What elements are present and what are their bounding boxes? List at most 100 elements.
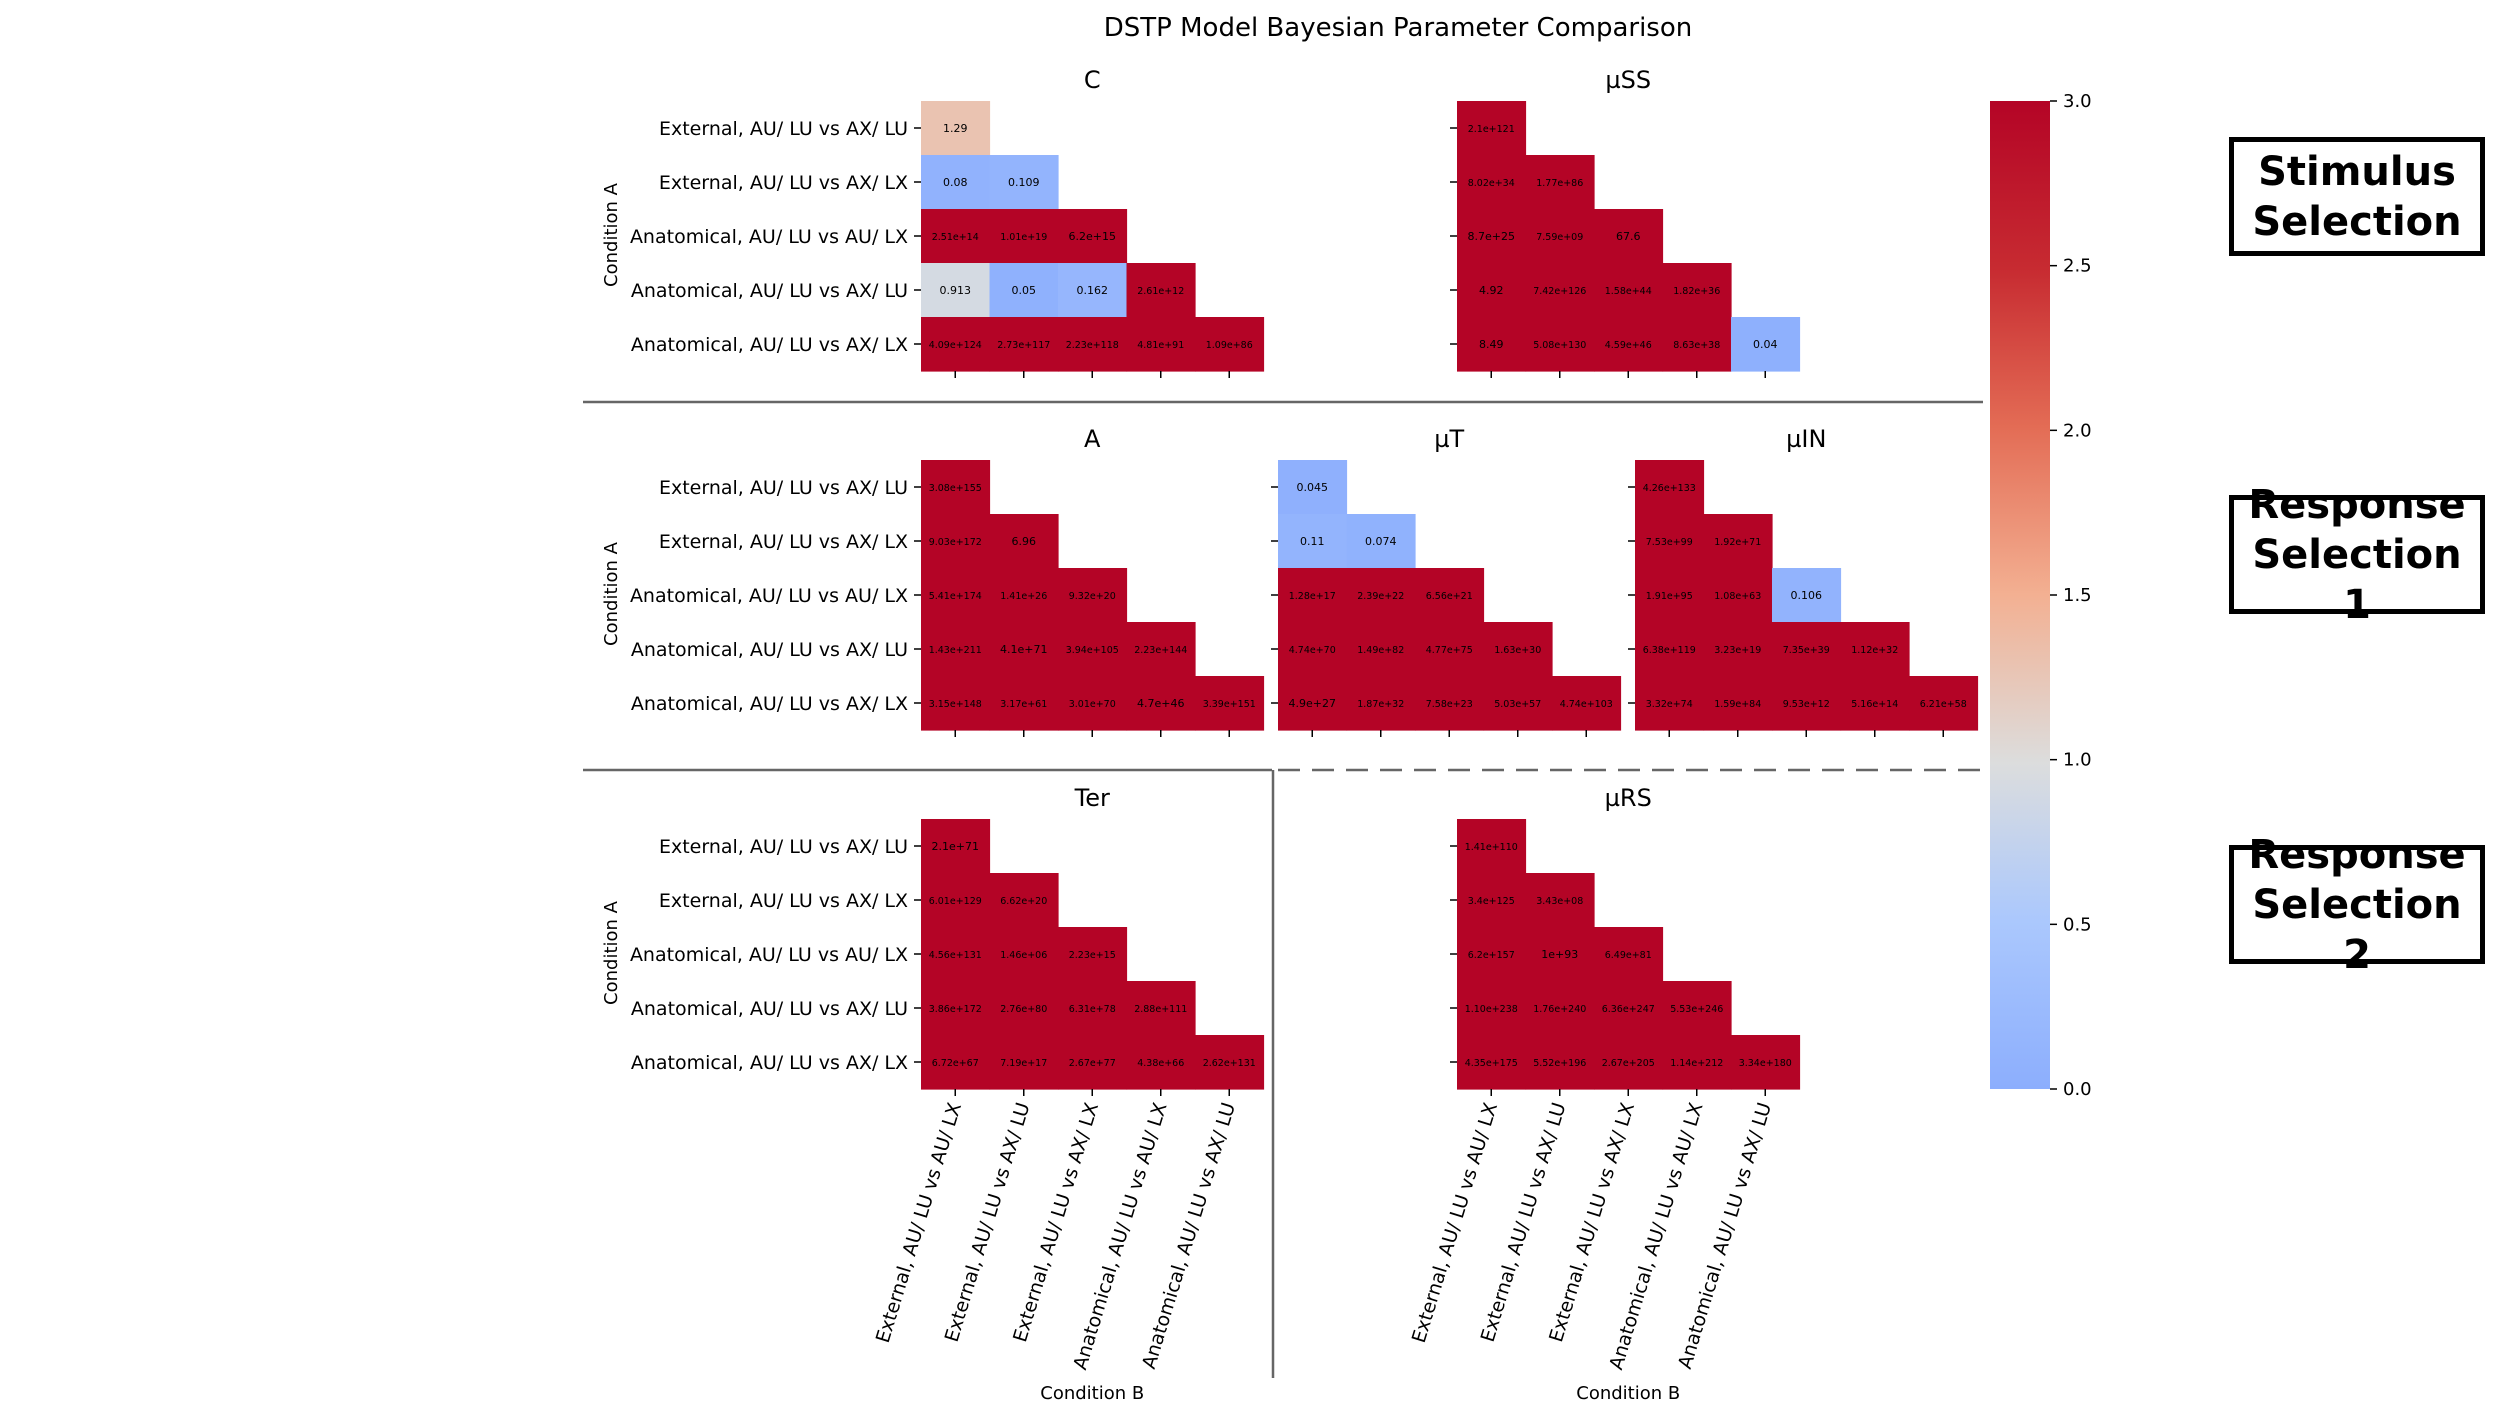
heatmap-cell — [1703, 622, 1773, 677]
heatmap-cell — [1552, 676, 1622, 731]
cell-value-label: 6.38e+119 — [1643, 645, 1696, 656]
cell-value-label: 4.7e+46 — [1137, 697, 1184, 710]
heatmap-cell — [1635, 460, 1705, 515]
heatmap-panel-3: A 3.08e+155 9.03e+172 6.96 5.41e+174 1.41e+26… — [601, 425, 1265, 737]
row-label: Anatomical, AU/ LU vs AX/ LX — [631, 693, 908, 715]
cell-value-label: 9.32e+20 — [1069, 591, 1116, 602]
section-label-response-selection-2: Response Selection 2 — [2229, 832, 2485, 978]
cell-value-label: 1.01e+19 — [1000, 232, 1047, 243]
x-axis-label: Condition B — [1576, 1383, 1680, 1404]
cell-value-label: 3.01e+70 — [1069, 699, 1116, 710]
heatmap-cell — [1662, 981, 1732, 1036]
heatmap-cell — [1278, 514, 1348, 569]
cell-value-label: 1.09e+86 — [1206, 340, 1253, 351]
heatmap-cell — [921, 1035, 991, 1090]
heatmap-cell — [1703, 676, 1773, 731]
cell-value-label: 8.49 — [1479, 338, 1504, 351]
cell-value-label: 8.7e+25 — [1468, 230, 1515, 243]
heatmap-panel-5: µIN 4.26e+133 7.53e+99 1.92e+71 1.91e+95 1.08… — [1628, 425, 1979, 737]
cell-value-label: 1.12e+32 — [1851, 645, 1898, 656]
heatmap-cell — [989, 263, 1059, 318]
cell-value-label: 6.72e+67 — [932, 1058, 979, 1069]
heatmap-cell — [989, 568, 1059, 623]
row-label: Anatomical, AU/ LU vs AX/ LU — [631, 998, 908, 1020]
cell-value-label: 4.26e+133 — [1643, 483, 1696, 494]
y-axis-label: Condition A — [601, 541, 622, 646]
heatmap-cell — [921, 155, 991, 210]
heatmap-cell — [1457, 927, 1527, 982]
section-label-stimulus-selection: Stimulus Selection — [2229, 137, 2485, 256]
heatmap-cell — [1731, 317, 1801, 372]
cell-value-label: 5.41e+174 — [929, 591, 982, 602]
cell-value-label: 1.91e+95 — [1646, 591, 1693, 602]
cell-value-label: 1.08e+63 — [1714, 591, 1761, 602]
cell-value-label: 3.15e+148 — [929, 699, 982, 710]
cell-value-label: 2.23e+118 — [1066, 340, 1119, 351]
colorbar-tick-label: 2.0 — [2063, 420, 2092, 441]
cell-value-label: 1.41e+26 — [1000, 591, 1047, 602]
row-label: External, AU/ LU vs AX/ LU — [659, 836, 908, 858]
heatmap-cell — [921, 317, 991, 372]
panel-title: C — [1084, 66, 1101, 94]
cell-value-label: 2.39e+22 — [1357, 591, 1404, 602]
heatmap-cell — [1772, 622, 1842, 677]
cell-value-label: 0.074 — [1365, 535, 1397, 548]
section-label-response-selection-1: Response Selection 1 — [2229, 482, 2485, 628]
heatmap-cell — [1483, 622, 1553, 677]
row-label: Anatomical, AU/ LU vs AX/ LX — [631, 1052, 908, 1074]
panel-title: µRS — [1605, 784, 1652, 812]
cell-value-label: 9.53e+12 — [1783, 699, 1830, 710]
heatmap-cell — [1772, 568, 1842, 623]
cell-value-label: 5.52e+196 — [1533, 1058, 1586, 1069]
cell-value-label: 3.17e+61 — [1000, 699, 1047, 710]
heatmap-cell — [1195, 317, 1265, 372]
heatmap-cell — [921, 676, 991, 731]
heatmap-cell — [1525, 981, 1595, 1036]
cell-value-label: 2.67e+205 — [1602, 1058, 1655, 1069]
row-label: External, AU/ LU vs AX/ LX — [659, 890, 908, 912]
cell-value-label: 6.96 — [1012, 535, 1037, 548]
heatmap-cell — [1594, 981, 1664, 1036]
cell-value-label: 4.9e+27 — [1289, 697, 1336, 710]
heatmap-cell — [989, 155, 1059, 210]
cell-value-label: 2.67e+77 — [1069, 1058, 1116, 1069]
heatmap-cell — [1346, 676, 1416, 731]
colorbar-gradient — [1990, 101, 2050, 1089]
heatmap-cell — [921, 568, 991, 623]
cell-value-label: 7.58e+23 — [1426, 699, 1473, 710]
heatmap-cell — [989, 317, 1059, 372]
heatmap-cell — [1635, 622, 1705, 677]
heatmap-cell — [1594, 1035, 1664, 1090]
row-label: Anatomical, AU/ LU vs AX/ LX — [631, 334, 908, 356]
cell-value-label: 3.34e+180 — [1739, 1058, 1792, 1069]
cell-value-label: 3.08e+155 — [929, 483, 982, 494]
cell-value-label: 4.77e+75 — [1426, 645, 1473, 656]
cell-value-label: 5.53e+246 — [1670, 1004, 1723, 1015]
cell-value-label: 3.94e+105 — [1066, 645, 1119, 656]
heatmap-cell — [1058, 622, 1128, 677]
cell-value-label: 1.46e+06 — [1000, 950, 1047, 961]
cell-value-label: 0.109 — [1008, 176, 1040, 189]
cell-value-label: 5.16e+14 — [1851, 699, 1898, 710]
cell-value-label: 3.39e+151 — [1203, 699, 1256, 710]
colorbar-tick-label: 0.0 — [2063, 1079, 2092, 1100]
colorbar: 0.0 0.5 1.0 1.5 2.0 2.5 3.0 — [1990, 91, 2092, 1100]
section-dividers — [583, 400, 1983, 1378]
cell-value-label: 1.10e+238 — [1465, 1004, 1518, 1015]
cell-value-label: 1.59e+84 — [1714, 699, 1761, 710]
heatmap-cell — [1058, 1035, 1128, 1090]
heatmap-panel-1: C 1.29 0.08 0.109 2.51e+14 1.01e+19 6.2e+15 0.9… — [601, 66, 1265, 378]
heatmap-cell — [1457, 101, 1527, 156]
heatmap-cell — [989, 676, 1059, 731]
cell-value-label: 2.51e+14 — [932, 232, 979, 243]
cell-value-label: 4.09e+124 — [929, 340, 982, 351]
cell-value-label: 0.05 — [1012, 284, 1037, 297]
row-label: Anatomical, AU/ LU vs AX/ LU — [631, 639, 908, 661]
cell-value-label: 4.74e+103 — [1560, 699, 1613, 710]
heatmap-cell — [1058, 317, 1128, 372]
heatmap-cell — [1346, 514, 1416, 569]
cell-value-label: 3.32e+74 — [1646, 699, 1693, 710]
cell-value-label: 1.43e+211 — [929, 645, 982, 656]
cell-value-label: 6.62e+20 — [1000, 896, 1047, 907]
heatmap-cell — [1525, 209, 1595, 264]
